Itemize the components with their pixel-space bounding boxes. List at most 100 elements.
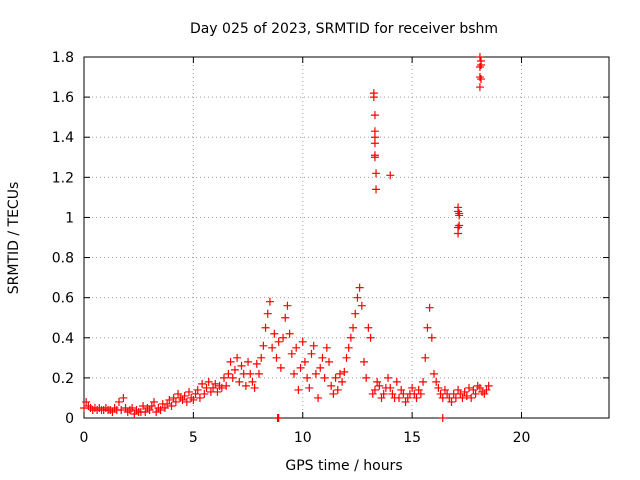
- data-point: [370, 133, 379, 142]
- data-point: [432, 377, 441, 386]
- y-axis-label: SRMTID / TECUs: [6, 182, 22, 295]
- data-point: [287, 349, 296, 358]
- tick-layer: 0 0.2 0.4 0.6 0.8 1 1.2 1.4 1.6 1.8 0 5 10 15 20: [52, 50, 609, 446]
- data-point: [294, 385, 303, 394]
- data-point: [163, 399, 172, 408]
- data-point: [204, 377, 213, 386]
- data-point: [327, 381, 336, 390]
- data-point: [458, 393, 467, 402]
- data-point: [460, 387, 469, 396]
- data-point: [145, 405, 154, 414]
- data-point: [241, 381, 250, 390]
- data-point: [305, 383, 314, 392]
- data-point: [274, 414, 283, 422]
- data-point: [128, 403, 137, 412]
- y-tick-label: 1: [65, 210, 74, 226]
- data-point: [156, 405, 165, 414]
- data-point: [469, 385, 478, 394]
- data-point: [167, 401, 176, 410]
- data-point: [362, 373, 371, 382]
- data-point: [311, 369, 320, 378]
- data-point: [455, 211, 464, 220]
- data-point: [255, 369, 263, 378]
- y-tick-label: 1.8: [52, 50, 74, 66]
- data-point: [274, 337, 283, 346]
- data-point: [176, 393, 185, 402]
- data-point: [222, 381, 231, 390]
- y-tick-label: 1.6: [52, 90, 74, 106]
- data-point: [139, 401, 148, 410]
- data-point: [480, 389, 489, 398]
- data-point: [408, 383, 417, 392]
- data-point: [395, 393, 403, 402]
- data-point: [259, 341, 268, 350]
- data-point: [462, 391, 471, 400]
- data-point: [425, 303, 434, 312]
- data-point: [346, 333, 355, 342]
- plot-frame: [83, 56, 610, 419]
- data-point: [455, 221, 464, 230]
- y-tick-label: 1.4: [52, 130, 74, 146]
- data-point: [369, 93, 378, 102]
- data-point: [171, 397, 180, 406]
- data-point: [235, 377, 244, 386]
- data-point: [477, 75, 486, 84]
- data-point: [388, 389, 397, 398]
- data-point: [272, 353, 281, 362]
- data-point: [180, 391, 189, 400]
- data-point: [281, 313, 290, 322]
- data-point: [189, 395, 198, 404]
- data-point: [150, 397, 158, 406]
- chart-title: Day 025 of 2023, SRMTID for receiver bsh…: [190, 21, 498, 37]
- data-point: [292, 343, 301, 352]
- data-point: [379, 389, 388, 398]
- data-point: [320, 373, 329, 382]
- data-point: [454, 229, 463, 238]
- data-point: [226, 357, 235, 366]
- data-point: [372, 185, 381, 194]
- data-point: [475, 73, 484, 82]
- data-point: [392, 377, 401, 386]
- data-point: [101, 403, 110, 412]
- data-point: [147, 401, 156, 410]
- data-point: [276, 363, 285, 372]
- data-point: [370, 153, 379, 162]
- data-point: [303, 373, 312, 382]
- data-point: [174, 389, 183, 398]
- data-point: [211, 379, 220, 388]
- data-point: [250, 383, 259, 392]
- grid-layer: [84, 57, 609, 418]
- data-point: [224, 369, 233, 378]
- data-point: [115, 397, 123, 406]
- data-point: [283, 301, 292, 310]
- data-point: [220, 373, 228, 382]
- data-point: [419, 377, 428, 386]
- data-point: [110, 403, 119, 412]
- data-point: [268, 343, 277, 352]
- data-point: [386, 171, 395, 180]
- data-point: [357, 301, 366, 310]
- x-tick-label: 5: [189, 430, 198, 446]
- data-point: [416, 389, 425, 398]
- data-point: [414, 385, 423, 394]
- data-point: [123, 407, 132, 416]
- data-point: [263, 309, 272, 318]
- data-point: [279, 333, 288, 342]
- data-point: [200, 389, 209, 398]
- x-tick-label: 20: [513, 430, 531, 446]
- data-point: [342, 353, 351, 362]
- data-point: [412, 393, 421, 402]
- data-point: [261, 323, 270, 332]
- data-point: [465, 383, 473, 392]
- data-point: [353, 293, 362, 302]
- data-point: [141, 407, 150, 416]
- data-point: [467, 393, 476, 402]
- data-markers: [80, 53, 493, 422]
- data-point: [475, 383, 484, 392]
- data-point: [373, 377, 382, 386]
- data-point: [84, 401, 93, 410]
- data-point: [386, 383, 395, 392]
- data-point: [290, 369, 298, 378]
- y-tick-label: 0.4: [52, 331, 74, 347]
- data-point: [193, 385, 202, 394]
